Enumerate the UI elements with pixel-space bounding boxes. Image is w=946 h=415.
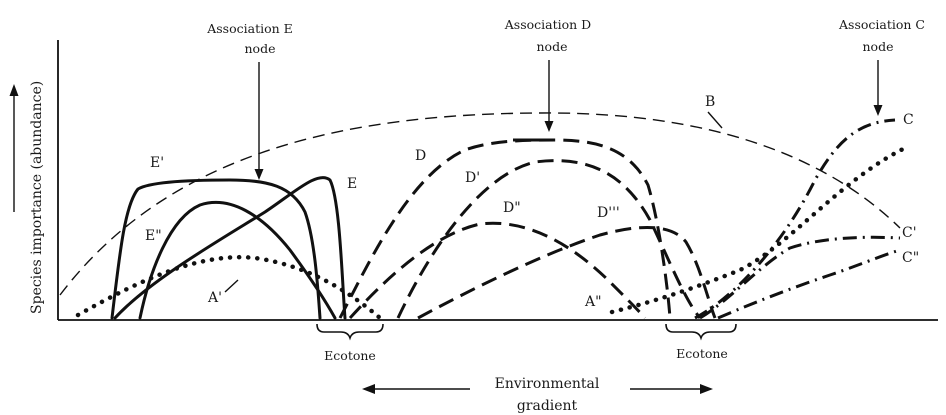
curve-a-prime	[75, 254, 383, 321]
curve-e	[113, 176, 347, 320]
curve-a-dbl	[609, 145, 908, 315]
node-e-subtitle: node	[245, 41, 276, 56]
ecotone-left-label: Ecotone	[324, 348, 376, 363]
label-d-triple: D'''	[597, 205, 620, 221]
ecotone-right: Ecotone	[665, 323, 737, 361]
axes	[57, 40, 938, 321]
label-c-prime: C'	[902, 225, 917, 241]
label-d-prime: D'	[465, 170, 480, 186]
curve-d-dbl	[348, 221, 647, 320]
label-c-dbl: C"	[902, 250, 919, 266]
node-d-subtitle: node	[537, 39, 568, 54]
gradient-label-line2: gradient	[517, 398, 578, 414]
ecotone-right-label: Ecotone	[676, 346, 728, 361]
label-d: D	[415, 148, 426, 164]
curve-labels: B E' E" E A' D D' D" D''' A" C C' C"	[145, 94, 919, 310]
node-c-arrowhead	[873, 105, 883, 116]
node-e-arrowhead	[254, 169, 264, 180]
label-b: B	[705, 94, 715, 110]
node-c-title: Association C	[838, 17, 925, 32]
association-d-curves	[338, 138, 717, 320]
association-e-curves	[110, 176, 347, 320]
curve-c-dbl	[717, 248, 901, 320]
label-a-prime: A'	[207, 290, 222, 306]
node-c-subtitle: node	[863, 39, 894, 54]
node-c: Association C node	[838, 17, 925, 116]
label-e-dbl: E"	[145, 228, 162, 244]
ecotone-left: Ecotone	[316, 323, 384, 363]
node-e-title: Association E	[206, 21, 293, 36]
curve-b	[59, 112, 901, 296]
node-d-arrowhead	[544, 121, 554, 132]
ecotone-left-brace	[316, 323, 384, 341]
association-c-curves	[694, 118, 901, 320]
node-d-title: Association D	[504, 17, 591, 32]
gradient-label-line1: Environmental	[495, 376, 600, 392]
label-b-pointer	[707, 111, 723, 129]
y-axis-title-group: Species importance (abundance)	[9, 81, 45, 314]
label-d-dbl: D"	[503, 200, 521, 216]
gradient-arrowhead-left	[362, 384, 375, 394]
label-a-dbl: A"	[584, 294, 602, 310]
node-e: Association E node	[206, 21, 293, 180]
species-a-curves	[75, 145, 908, 321]
label-c: C	[903, 112, 914, 128]
label-e-prime: E'	[150, 155, 164, 171]
gradient-arrowhead-right	[700, 384, 713, 394]
curve-c	[694, 118, 896, 320]
y-axis-arrowhead	[9, 84, 19, 96]
curve-c-prime	[699, 235, 901, 320]
curve-d	[338, 138, 672, 319]
y-axis-title: Species importance (abundance)	[29, 81, 45, 314]
curve-e-dbl	[138, 200, 337, 320]
gradient-label: Environmental gradient	[362, 376, 713, 414]
curve-d-triple	[417, 226, 717, 320]
label-a-prime-pointer	[224, 279, 239, 293]
curve-d-prime	[396, 159, 702, 319]
curve-e-prime	[110, 178, 322, 320]
node-d: Association D node	[504, 17, 591, 132]
ecotone-right-brace	[665, 323, 737, 341]
label-e: E	[347, 176, 357, 192]
